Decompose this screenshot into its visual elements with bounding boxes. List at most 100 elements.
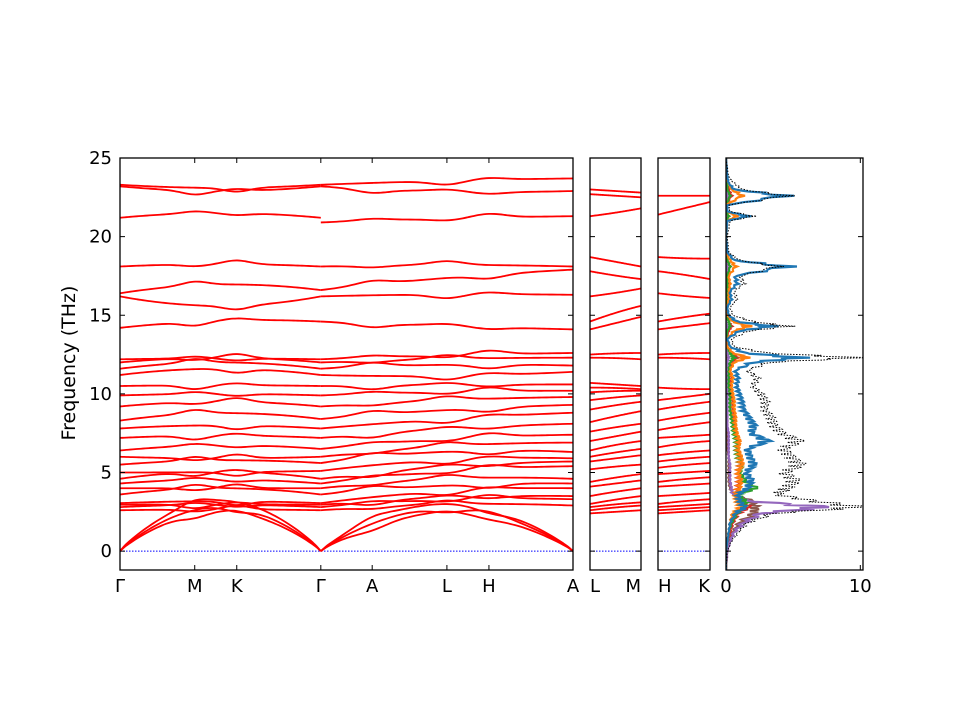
band-line xyxy=(658,292,710,299)
band-line xyxy=(120,432,321,441)
band-line xyxy=(120,501,321,510)
band-line xyxy=(320,422,573,439)
band-line xyxy=(658,392,710,402)
band-line xyxy=(590,304,641,323)
band-line xyxy=(590,430,641,442)
band-line xyxy=(658,449,710,457)
x-tick-label: 0 xyxy=(720,576,731,597)
band-line xyxy=(658,433,710,439)
band-line xyxy=(658,503,710,508)
band-line xyxy=(590,394,641,402)
band-line xyxy=(590,315,641,331)
band-line xyxy=(658,482,710,488)
band-line xyxy=(120,391,321,397)
band-line xyxy=(658,492,710,497)
x-tick-label: L xyxy=(442,576,452,597)
band-line xyxy=(590,501,641,508)
panel-4: 0 10 xyxy=(720,157,872,597)
y-tick-label: 0 xyxy=(101,541,112,562)
band-line xyxy=(658,411,710,422)
y-tick-label: 5 xyxy=(101,463,112,484)
band-line xyxy=(658,256,710,260)
x-tick-label: K xyxy=(231,576,244,597)
band-line xyxy=(120,483,321,496)
band-line xyxy=(320,449,573,464)
band-line xyxy=(658,312,710,323)
dos-partial-line xyxy=(726,158,830,570)
band-line xyxy=(120,469,321,480)
band-line xyxy=(320,291,573,300)
band-line xyxy=(590,381,641,387)
band-line xyxy=(590,270,641,280)
x-tick-label: A xyxy=(567,576,580,597)
band-line xyxy=(590,188,641,194)
band-line xyxy=(120,183,321,193)
band-line xyxy=(590,193,641,199)
band-line xyxy=(590,410,641,424)
band-line xyxy=(320,395,573,408)
band-line xyxy=(120,368,321,376)
band-line xyxy=(658,506,710,512)
panel-frame xyxy=(589,157,642,571)
band-line xyxy=(120,259,321,268)
band-line xyxy=(120,502,321,508)
y-tick-label: 20 xyxy=(89,227,112,248)
band-line xyxy=(320,455,573,472)
band-line xyxy=(320,185,573,195)
band-line xyxy=(590,440,641,452)
band-line xyxy=(320,432,573,450)
band-line xyxy=(658,386,710,391)
band-line xyxy=(590,448,641,458)
panel-frame xyxy=(119,157,574,571)
y-tick-label: 10 xyxy=(89,384,112,405)
band-line xyxy=(320,403,573,420)
band-line xyxy=(120,358,321,370)
x-tick-label: M xyxy=(625,576,641,597)
band-line xyxy=(120,483,321,491)
y-tick-label: 25 xyxy=(89,148,112,169)
dos-partial-line xyxy=(726,158,811,570)
band-line xyxy=(120,456,321,466)
band-line xyxy=(120,353,321,364)
band-line xyxy=(590,400,641,411)
band-line xyxy=(120,443,321,452)
band-line xyxy=(320,509,573,552)
band-line xyxy=(658,421,710,431)
band-line xyxy=(320,382,573,391)
band-line xyxy=(590,422,641,433)
band-line xyxy=(320,320,573,331)
band-line xyxy=(120,509,322,552)
band-line xyxy=(120,500,321,506)
band-line xyxy=(590,207,641,218)
band-line xyxy=(590,256,641,268)
band-line xyxy=(320,370,573,381)
x-tick-label: Γ xyxy=(316,576,326,597)
band-line xyxy=(320,460,573,480)
panel-frame xyxy=(725,157,864,571)
band-line xyxy=(320,482,573,496)
band-line xyxy=(658,352,710,356)
panel-3-plot-area xyxy=(658,194,710,552)
band-line xyxy=(658,509,710,515)
band-line xyxy=(590,356,641,361)
band-line xyxy=(590,479,641,488)
band-line xyxy=(590,473,641,483)
band-line xyxy=(120,409,321,422)
panel-2-plot-area xyxy=(590,188,641,552)
band-line xyxy=(120,498,322,552)
band-line xyxy=(658,498,710,505)
dos-total-line xyxy=(726,158,863,570)
band-line xyxy=(120,504,321,513)
band-line xyxy=(120,470,321,477)
band-line xyxy=(320,260,573,269)
band-line xyxy=(120,397,321,408)
band-line xyxy=(120,453,321,462)
x-tick-label: M xyxy=(187,576,203,597)
band-line xyxy=(320,503,573,552)
band-line xyxy=(320,411,573,430)
band-line xyxy=(120,424,321,431)
band-line xyxy=(320,494,573,508)
band-line xyxy=(658,400,710,411)
